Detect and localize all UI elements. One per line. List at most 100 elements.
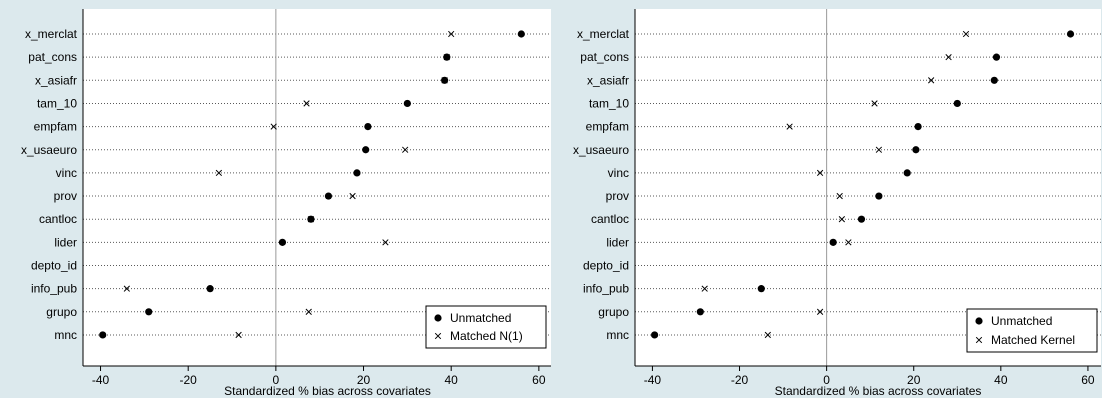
category-label: x_asiafr [35, 73, 77, 87]
category-label: lider [54, 235, 77, 249]
x-tick-label: 40 [445, 373, 459, 387]
unmatched-point [650, 331, 659, 339]
category-label: vinc [608, 166, 629, 180]
category-label: grupo [598, 305, 629, 319]
category-label: info_pub [31, 282, 77, 296]
matched-point [305, 308, 312, 315]
legend-box [966, 308, 1098, 353]
category-label: pat_cons [580, 50, 629, 64]
matched-point [764, 331, 771, 339]
category-label: x_usaeuro [573, 143, 629, 157]
x-tick-label: -40 [644, 373, 662, 387]
x-tick-label: 20 [907, 373, 921, 387]
matched-point [816, 308, 824, 315]
legend-marker [975, 336, 983, 344]
matched-point [871, 100, 878, 107]
x-tick-label: 0 [823, 373, 830, 387]
x-axis-title: Standardized % bias across covariates [224, 384, 431, 398]
category-label: grupo [46, 305, 77, 319]
unmatched-point [696, 308, 704, 316]
unmatched-point [517, 30, 525, 38]
matched-point [441, 77, 448, 84]
category-label: x_asiafr [587, 73, 629, 87]
matched-point [448, 30, 455, 38]
matched-point [123, 285, 130, 292]
matched-point [270, 123, 277, 130]
category-label: depto_id [583, 259, 629, 273]
legend-label: Matched Kernel [991, 333, 1075, 347]
matched-point [303, 100, 310, 107]
unmatched-point [324, 192, 333, 200]
x-tick-label: -20 [180, 373, 198, 387]
category-label: x_merclat [25, 27, 78, 41]
legend-marker [975, 317, 983, 325]
unmatched-point [992, 53, 1001, 61]
category-label: pat_cons [28, 50, 77, 64]
category-label: cantloc [39, 212, 77, 226]
unmatched-point [99, 331, 107, 339]
unmatched-point [757, 285, 765, 293]
category-label: prov [606, 189, 629, 203]
matched-point [349, 192, 356, 200]
category-label: depto_id [31, 259, 77, 273]
unmatched-point [145, 308, 153, 316]
category-label: mnc [54, 328, 77, 342]
unmatched-point [362, 146, 370, 154]
x-tick-label: 0 [273, 373, 280, 387]
x-tick-label: 60 [532, 373, 546, 387]
matched-point [845, 239, 852, 246]
x-tick-label: -40 [92, 373, 110, 387]
matched-point [701, 285, 708, 292]
unmatched-point [1066, 30, 1075, 38]
plot-area [635, 9, 1101, 366]
x-axis-title: Standardized % bias across covariates [775, 384, 982, 398]
matched-point [307, 216, 315, 223]
matched-point [962, 30, 970, 38]
matched-point [838, 216, 846, 223]
unmatched-point [278, 238, 287, 246]
unmatched-point [857, 215, 866, 223]
category-label: lider [606, 235, 629, 249]
matched-point [215, 169, 223, 177]
legend-label: Unmatched [450, 311, 511, 325]
unmatched-point [364, 123, 372, 131]
category-label: info_pub [583, 282, 629, 296]
unmatched-point [990, 76, 998, 84]
matched-point [927, 77, 935, 84]
matched-point [816, 169, 824, 177]
matched-point [945, 53, 952, 61]
matched-point [836, 192, 843, 200]
category-label: mnc [606, 328, 629, 342]
x-tick-label: 40 [994, 373, 1008, 387]
unmatched-point [353, 169, 361, 177]
category-label: cantloc [591, 212, 629, 226]
matched-point [402, 146, 409, 153]
unmatched-point [903, 169, 911, 177]
matched-point [235, 331, 242, 339]
unmatched-point [912, 146, 920, 154]
category-label: x_usaeuro [21, 143, 77, 157]
matched-point [786, 123, 793, 130]
matched-point [875, 146, 883, 153]
category-label: vinc [56, 166, 77, 180]
matched-point [443, 53, 450, 61]
category-label: empfam [34, 120, 77, 134]
unmatched-point [206, 285, 214, 293]
legend-box [425, 305, 547, 349]
legend-marker [434, 314, 442, 322]
unmatched-point [403, 99, 411, 108]
category-label: x_merclat [577, 27, 630, 41]
matched-point [382, 239, 389, 246]
category-label: tam_10 [589, 96, 629, 110]
unmatched-point [914, 123, 922, 131]
category-label: tam_10 [37, 96, 77, 110]
category-label: prov [54, 189, 77, 203]
legend-marker [434, 332, 442, 340]
x-tick-label: 20 [357, 373, 371, 387]
unmatched-point [829, 238, 837, 246]
legend-label: Unmatched [991, 314, 1052, 328]
category-label: empfam [586, 120, 629, 134]
